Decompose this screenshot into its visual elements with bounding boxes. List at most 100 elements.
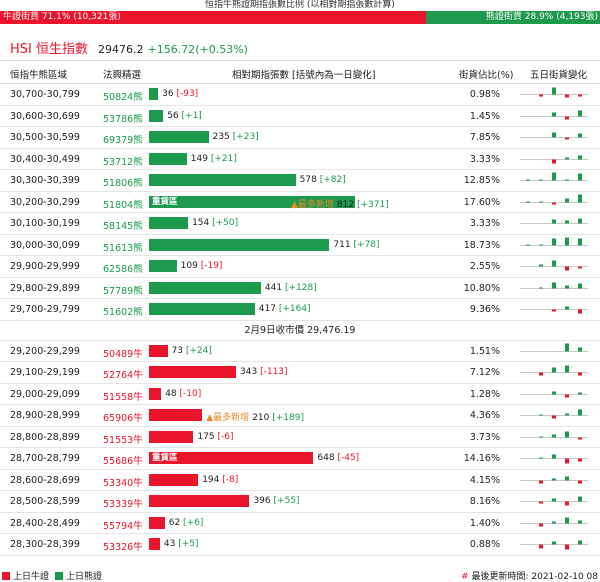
five-day-sparkline	[520, 496, 588, 506]
spark-bar	[578, 133, 582, 138]
row-code-link[interactable]: 55686牛	[103, 456, 143, 467]
row-code-link[interactable]: 62586熊	[103, 264, 143, 275]
index-quote: HSI 恒生指數 29476.2 +156.72(+0.53%)	[10, 38, 248, 57]
last-update-text: 最後更新時間: 2021-02-10 08	[471, 572, 598, 582]
row-code-link[interactable]: 53339牛	[103, 499, 143, 510]
spark-bar	[552, 454, 556, 459]
spark-bar	[578, 372, 582, 376]
spark-bar	[578, 173, 582, 181]
spark-bar	[565, 179, 569, 181]
spark-bar	[552, 112, 556, 116]
count-bar	[149, 430, 194, 443]
spark-bar	[565, 237, 569, 245]
table-row: 29,900-29,999 62586熊 109 [-19] 2.55%	[0, 256, 600, 278]
row-count: 154 [+50]	[192, 218, 238, 228]
row-code-link[interactable]: 53786熊	[103, 113, 143, 125]
spark-bar	[539, 523, 543, 526]
row-code-link[interactable]: 51613熊	[103, 242, 143, 254]
row-code-link[interactable]: 69379熊	[103, 135, 143, 146]
row-code-link[interactable]: 51804熊	[103, 199, 143, 211]
table-row: 29,700-29,799 51602熊 417 [+164] 9.36%	[0, 299, 600, 321]
row-range: 28,500-28,599	[10, 496, 80, 507]
spark-bar	[526, 201, 530, 202]
row-code-link[interactable]: 51602熊	[103, 307, 143, 318]
count-bar	[149, 281, 261, 294]
row-code-link[interactable]: 53326牛	[103, 542, 143, 553]
row-code-link[interactable]: 51553牛	[103, 434, 143, 446]
spark-bar	[578, 540, 582, 545]
count-value: 43	[163, 539, 176, 549]
row-code-link[interactable]: 53340牛	[103, 477, 143, 489]
spark-bar	[565, 198, 569, 202]
row-range: 29,000-29,099	[10, 388, 80, 400]
count-bar	[149, 174, 296, 186]
five-day-sparkline	[520, 306, 588, 314]
table-row: 30,200-30,299 51804熊 重貨區 ▲最多新增 812 [+371] 17.…	[0, 192, 600, 213]
spark-bar	[578, 480, 582, 483]
count-delta: [+50]	[212, 218, 239, 228]
row-code-link[interactable]: 51558牛	[103, 391, 143, 403]
count-delta: [-19]	[200, 261, 223, 271]
ratio-bar: 牛證街貨 71.1% (10,321張) 熊證街貨 28.9% (4,193張)	[0, 11, 600, 24]
row-code-link[interactable]: 65906牛	[103, 413, 143, 424]
row-code-link[interactable]: 53712熊	[103, 156, 143, 168]
row-range: 28,600-28,699	[10, 474, 80, 486]
row-code-link[interactable]: 55794牛	[103, 520, 143, 532]
table-row: 28,900-28,999 65906牛 ▲最多新增 210 [+189] 4.36%	[0, 405, 600, 427]
row-pct: 12.85%	[463, 175, 500, 186]
last-update: # 最後更新時間: 2021-02-10 08	[461, 569, 598, 582]
ratio-caption: 恒指牛熊證期指張數比例 (以相對期指張數計算)	[205, 0, 395, 10]
table-row: 29,100-29,199 52764牛 343 [-113] 7.12%	[0, 362, 600, 384]
spark-bar	[565, 544, 569, 550]
count-delta: [+82]	[319, 175, 346, 185]
count-value: 149	[190, 153, 208, 164]
row-code-link[interactable]: 50824熊	[103, 92, 143, 103]
row-count: 648 [-45]	[317, 453, 359, 463]
row-code-link[interactable]: 58145熊	[103, 221, 143, 232]
count-bar	[149, 473, 199, 486]
row-code-link[interactable]: 57789熊	[103, 285, 143, 297]
table-row: 30,400-30,499 53712熊 149 [+21] 3.33%	[0, 149, 600, 170]
spark-bar	[552, 260, 556, 267]
five-day-sparkline	[520, 282, 588, 289]
count-delta: [-93]	[176, 89, 199, 99]
spark-bar	[578, 409, 582, 416]
five-day-sparkline	[520, 540, 588, 550]
spark-bar	[578, 110, 582, 116]
spark-bar	[539, 179, 543, 181]
spark-bar	[539, 264, 543, 267]
count-value: 343	[240, 367, 258, 377]
row-pct: 1.45%	[469, 110, 500, 122]
row-count: 73 [+24]	[172, 346, 212, 356]
count-bar	[149, 303, 255, 315]
spark-bar	[552, 132, 556, 138]
row-count: 343 [-113]	[240, 367, 288, 377]
spark-bar	[539, 436, 543, 437]
most-added-flag: ▲最多新增	[291, 199, 334, 210]
table-row: 28,400-28,499 55794牛 62 [+6] 1.40%	[0, 513, 600, 534]
count-value: 441	[264, 282, 283, 293]
row-pct: 3.73%	[469, 431, 500, 443]
table-row: 30,100-30,199 58145熊 154 [+50] 3.33%	[0, 213, 600, 235]
spark-bar	[552, 309, 556, 312]
count-delta: [+5]	[178, 539, 199, 549]
row-range: 30,700-30,799	[10, 89, 80, 100]
count-delta: [-6]	[217, 431, 234, 442]
spark-bar	[578, 347, 582, 351]
row-range: 30,600-30,699	[10, 110, 80, 122]
index-name[interactable]: HSI 恒生指數	[10, 42, 88, 57]
count-delta: [-45]	[337, 453, 360, 463]
count-delta: [+78]	[353, 239, 380, 250]
row-code-link[interactable]: 51806熊	[103, 178, 143, 189]
spark-bar	[565, 365, 569, 373]
row-range: 28,400-28,499	[10, 517, 80, 529]
row-code-link[interactable]: 52764牛	[103, 370, 143, 381]
row-code-link[interactable]: 50489牛	[103, 348, 143, 360]
count-bar	[149, 516, 165, 529]
five-day-sparkline	[520, 218, 588, 224]
count-delta: [+189]	[272, 413, 304, 423]
count-value: 175	[197, 431, 215, 442]
spark-bar	[565, 157, 569, 159]
spark-bar	[578, 520, 582, 523]
table-row: 28,700-28,799 55686牛 重貨區 648 [-45] 14.16%	[0, 448, 600, 470]
